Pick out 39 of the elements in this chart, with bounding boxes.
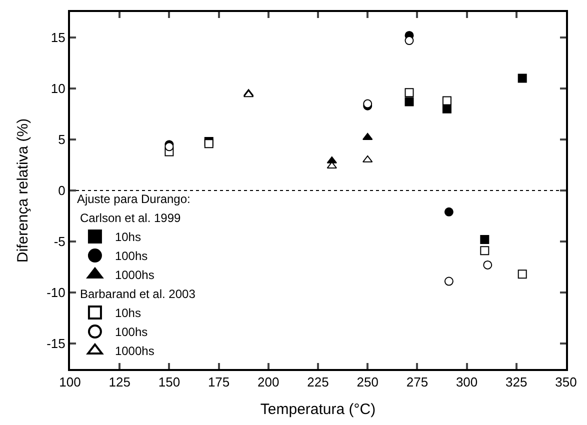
legend-label: 10hs [114, 230, 141, 244]
point [518, 270, 527, 279]
x-tick-label: 300 [456, 374, 478, 390]
point [444, 207, 454, 216]
point [404, 88, 414, 98]
point [404, 36, 414, 46]
x-tick-label: 225 [307, 374, 329, 390]
y-tick-label: 0 [58, 183, 66, 198]
x-tick-label: 200 [258, 374, 280, 390]
x-tick-label: 350 [555, 374, 577, 390]
x-tick-label: 100 [59, 374, 81, 390]
point [442, 104, 452, 114]
y-tick-label: -10 [46, 285, 66, 300]
x-tick-label: 325 [506, 374, 528, 390]
legend-label: 100hs [114, 325, 148, 340]
legend-label: 1000hs [114, 344, 154, 358]
point [480, 246, 490, 256]
x-axis-title: Temperatura (°C) [260, 401, 376, 418]
legend-title: Ajuste para Durango: [76, 192, 190, 206]
annotation: Carlson et al. 1999 [80, 211, 182, 226]
x-tick-label: 175 [208, 374, 230, 390]
y-tick-label: 10 [50, 81, 66, 96]
legend-label: 10hs [114, 306, 141, 320]
x-tick-label: 125 [108, 374, 130, 390]
y-tick-label: 5 [58, 132, 66, 148]
legend-label: 1000hs [114, 268, 154, 282]
annotation: Barbarand et al. 2003 [80, 287, 196, 302]
y-axis-title: Diferença relativa (%) [14, 118, 32, 263]
point [404, 97, 414, 106]
x-tick-label: 275 [406, 374, 428, 390]
point [480, 234, 490, 244]
point [518, 74, 527, 83]
x-tick-label: 150 [158, 374, 180, 390]
y-tick-label: -5 [54, 234, 66, 250]
point [442, 96, 452, 106]
y-tick-label: -15 [46, 336, 66, 352]
y-tick-label: 15 [50, 30, 66, 46]
x-tick-label: 250 [356, 374, 378, 390]
legend-label: 100hs [114, 249, 148, 264]
